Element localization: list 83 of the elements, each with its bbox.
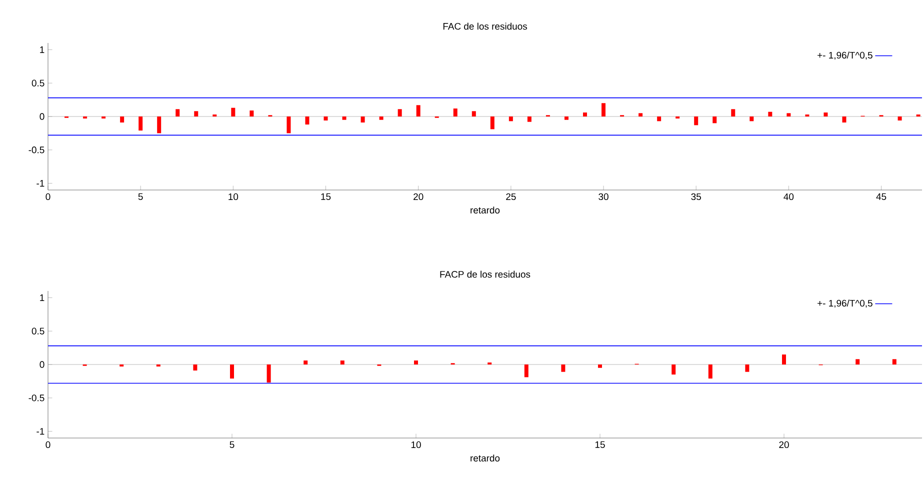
y-tick-label: -1 <box>36 428 44 435</box>
bar <box>672 364 676 375</box>
bar <box>266 364 271 383</box>
legend-label: +- 1,96/T^0,5 <box>818 52 872 60</box>
x-tick-label: 30 <box>598 193 608 200</box>
bar <box>638 113 643 117</box>
bar <box>342 116 346 120</box>
bar <box>379 116 384 120</box>
bar <box>398 109 402 117</box>
x-tick-label: 20 <box>414 193 424 200</box>
y-tick-label: -0.5 <box>28 394 44 402</box>
bar <box>212 114 217 117</box>
x-tick-label: 10 <box>411 441 421 448</box>
bar <box>786 113 791 117</box>
bar <box>490 116 494 130</box>
x-axis-title: retardo <box>470 206 500 214</box>
bar <box>508 116 513 122</box>
bar <box>414 360 418 365</box>
bar <box>305 116 310 125</box>
bar <box>250 110 254 117</box>
y-tick-label: -0.5 <box>28 146 44 154</box>
chart-title: FAC de los residuos <box>443 22 527 30</box>
bar <box>856 359 860 365</box>
bar <box>842 116 846 123</box>
y-tick-label: 0.5 <box>32 80 44 86</box>
bar <box>782 354 786 365</box>
x-axis-title: retardo <box>470 454 500 462</box>
y-tick-label: 0.5 <box>32 328 44 334</box>
x-tick-label: 10 <box>228 193 238 200</box>
bar <box>120 116 124 123</box>
bar <box>768 112 772 117</box>
bar <box>916 114 920 117</box>
bar <box>453 108 458 117</box>
bar <box>416 105 420 117</box>
chart-title: FACP de los residuos <box>440 270 530 278</box>
bar <box>194 111 198 117</box>
bar <box>286 116 291 134</box>
y-tick-label: 1 <box>40 46 44 53</box>
x-tick-label: 25 <box>506 193 516 200</box>
bar <box>472 111 476 117</box>
bar <box>731 109 736 117</box>
bar <box>176 109 180 117</box>
bar <box>750 116 754 122</box>
x-tick-label: 5 <box>138 193 143 200</box>
bar <box>340 360 344 365</box>
x-tick-label: 35 <box>691 193 701 200</box>
x-tick-label: 0 <box>46 193 50 200</box>
bar <box>324 116 328 121</box>
x-tick-label: 45 <box>876 193 886 200</box>
bar <box>230 364 234 379</box>
bar <box>805 114 810 117</box>
y-tick-label: -1 <box>36 180 44 187</box>
bar <box>527 116 532 122</box>
bar <box>564 116 568 120</box>
x-tick-label: 15 <box>321 193 331 200</box>
bar <box>138 116 143 131</box>
x-tick-label: 15 <box>595 441 605 448</box>
bar <box>745 364 750 372</box>
bar <box>657 116 662 122</box>
bar <box>602 103 606 117</box>
bar <box>561 364 566 372</box>
bar <box>694 116 698 126</box>
bar <box>304 360 308 365</box>
bar <box>157 116 162 134</box>
bar <box>360 116 365 123</box>
x-tick-label: 5 <box>230 441 234 448</box>
bar <box>231 108 236 117</box>
legend-label: +- 1,96/T^0,5 <box>818 300 872 308</box>
x-tick-label: 0 <box>46 441 50 448</box>
x-tick-label: 20 <box>779 441 789 448</box>
bar <box>824 112 828 117</box>
bar <box>598 364 602 368</box>
y-tick-label: 0 <box>40 361 44 368</box>
bar <box>892 359 896 365</box>
bar <box>524 364 528 378</box>
bar <box>193 364 198 371</box>
bar <box>583 112 587 117</box>
y-tick-label: 1 <box>40 294 44 301</box>
y-tick-label: 0 <box>40 113 44 120</box>
bar <box>898 116 902 121</box>
bar <box>708 364 712 379</box>
x-tick-label: 40 <box>784 193 794 200</box>
bar <box>712 116 717 124</box>
